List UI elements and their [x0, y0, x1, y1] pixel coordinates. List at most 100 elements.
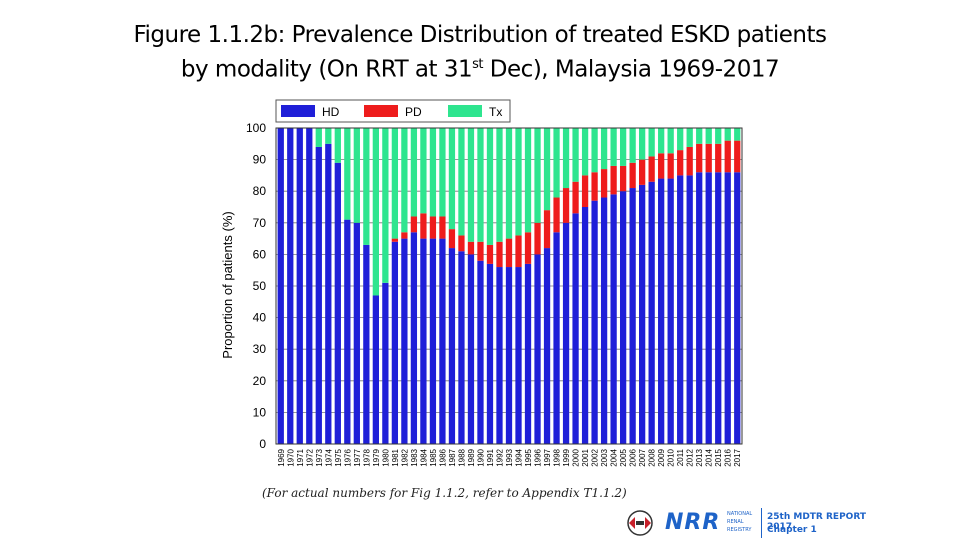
x-tick-label: 2016: [724, 448, 733, 466]
y-axis-label: Proportion of patients (%): [220, 211, 235, 358]
bar-pd-1987: [448, 229, 456, 249]
bar-tx-1987: [448, 128, 456, 230]
bar-tx-1994: [515, 128, 522, 236]
bar-tx-1996: [534, 128, 541, 223]
x-tick-label: 1973: [315, 448, 324, 466]
bar-tx-1974: [325, 128, 332, 144]
x-tick-label: 1969: [277, 448, 286, 466]
bar-tx-2017: [734, 128, 741, 141]
footer-logo: NRR NATIONAL RENAL REGISTRY 25th MDTR RE…: [625, 508, 885, 538]
bar-pd-2001: [581, 175, 589, 207]
x-tick-label: 2015: [714, 448, 723, 466]
bar-tx-2001: [581, 128, 589, 176]
y-tick-label: 50: [253, 279, 267, 293]
y-tick-label: 100: [246, 121, 266, 135]
x-tick-label: 1977: [353, 448, 362, 466]
x-tick-label: 1987: [448, 448, 457, 466]
bar-pd-1984: [420, 213, 427, 239]
bar-tx-1985: [429, 128, 437, 217]
bar-hd-1997: [543, 248, 551, 444]
legend-label-hd: HD: [322, 105, 340, 119]
bar-hd-1976: [344, 219, 351, 444]
bar-pd-1991: [486, 244, 494, 264]
bar-tx-2014: [705, 128, 712, 144]
legend-swatch-pd: [364, 105, 398, 117]
y-tick-label: 80: [253, 184, 267, 198]
bar-hd-1980: [382, 282, 389, 444]
bar-tx-1977: [353, 128, 360, 223]
bar-pd-2012: [686, 146, 693, 176]
x-tick-label: 1994: [515, 448, 524, 466]
bar-hd-1985: [429, 238, 437, 444]
bar-tx-2009: [658, 128, 665, 154]
bar-pd-2000: [572, 181, 579, 214]
bar-tx-1988: [458, 128, 465, 236]
title-line-1: Figure 1.1.2b: Prevalence Distribution o…: [133, 22, 827, 48]
bar-pd-1989: [467, 241, 475, 255]
title-line-2-post: Dec), Malaysia 1969-2017: [483, 56, 780, 83]
legend-label-tx: Tx: [489, 105, 502, 119]
bar-pd-2010: [667, 153, 674, 179]
bar-hd-1969: [277, 128, 284, 444]
bar-tx-2008: [648, 128, 655, 157]
bar-pd-1998: [553, 197, 560, 233]
x-tick-label: 1995: [524, 448, 533, 466]
bar-pd-2004: [610, 165, 617, 195]
bar-pd-1997: [543, 210, 551, 249]
bar-pd-2007: [639, 159, 646, 185]
bar-hd-1978: [363, 244, 370, 444]
x-tick-label: 1986: [438, 448, 447, 466]
logo-divider: [761, 508, 762, 538]
x-tick-label: 1980: [381, 448, 390, 466]
x-tick-label: 2009: [657, 448, 666, 466]
bar-hd-1975: [334, 162, 341, 444]
x-tick-label: 2002: [591, 448, 600, 466]
x-tick-label: 2017: [733, 448, 742, 466]
bar-tx-2007: [639, 128, 646, 160]
bar-hd-1979: [372, 295, 379, 444]
bar-pd-1983: [410, 216, 418, 233]
report-title: 25th MDTR REPORT 2017: [767, 512, 866, 532]
bar-pd-2003: [600, 169, 608, 198]
bar-hd-1987: [448, 248, 456, 444]
x-tick-label: 1970: [286, 448, 295, 466]
bar-hd-1973: [315, 146, 322, 444]
bar-hd-2002: [591, 200, 598, 444]
bar-hd-2016: [724, 172, 731, 445]
bar-tx-2005: [619, 128, 627, 166]
bar-hd-1974: [325, 143, 332, 445]
x-tick-label: 1978: [362, 448, 371, 466]
bar-hd-1986: [439, 238, 446, 444]
title-line-2: by modality (On RRT at 31st Dec), Malays…: [0, 50, 960, 85]
x-tick-label: 1974: [324, 448, 333, 466]
registry-emblem-icon: [627, 510, 653, 536]
bar-pd-1999: [562, 188, 570, 223]
bar-hd-2017: [734, 172, 741, 445]
y-tick-label: 30: [253, 342, 267, 356]
bar-pd-2013: [696, 143, 703, 173]
x-tick-label: 2000: [572, 448, 581, 466]
x-tick-label: 1991: [486, 448, 495, 466]
x-tick-label: 2003: [600, 448, 609, 466]
y-tick-label: 40: [253, 311, 267, 325]
bar-tx-1984: [420, 128, 427, 214]
bar-tx-2016: [724, 128, 731, 141]
registry-small-line-1: NATIONAL: [727, 511, 753, 517]
x-tick-label: 1999: [562, 448, 571, 466]
bar-hd-2015: [715, 172, 722, 445]
x-tick-label: 2012: [686, 448, 695, 466]
registry-small-line-2: RENAL: [727, 519, 744, 525]
x-tick-label: 2004: [610, 448, 619, 466]
bar-hd-2005: [619, 191, 627, 444]
bar-tx-2004: [610, 128, 617, 166]
x-tick-label: 1983: [410, 448, 419, 466]
bar-hd-1972: [306, 128, 313, 444]
bar-hd-1993: [505, 267, 513, 444]
chart-legend: HD PD Tx: [275, 99, 511, 123]
bar-hd-2004: [610, 194, 617, 444]
y-tick-label: 10: [253, 405, 267, 419]
x-tick-label: 1996: [534, 448, 543, 466]
x-tick-label: 2001: [581, 448, 590, 466]
plot-frame: [275, 127, 743, 445]
bar-pd-1981: [391, 238, 399, 242]
